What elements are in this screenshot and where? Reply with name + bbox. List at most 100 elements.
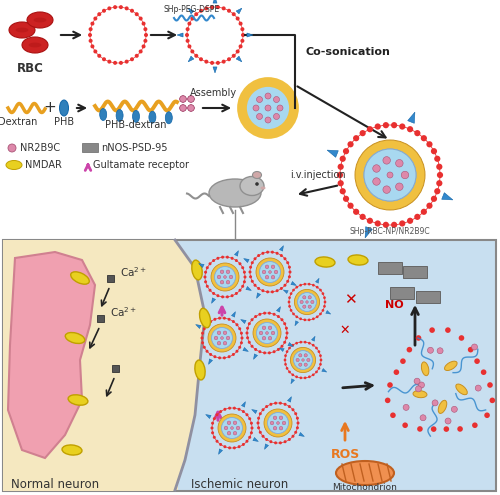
Circle shape bbox=[250, 345, 254, 348]
Circle shape bbox=[130, 57, 134, 61]
Circle shape bbox=[391, 122, 397, 128]
Circle shape bbox=[232, 12, 235, 16]
Text: NO: NO bbox=[385, 300, 404, 310]
Circle shape bbox=[216, 61, 220, 65]
Circle shape bbox=[232, 54, 235, 58]
Circle shape bbox=[102, 57, 106, 61]
Circle shape bbox=[372, 178, 380, 185]
Ellipse shape bbox=[116, 109, 123, 121]
Circle shape bbox=[304, 341, 306, 344]
Ellipse shape bbox=[200, 308, 210, 328]
Circle shape bbox=[265, 265, 269, 269]
Circle shape bbox=[257, 254, 260, 257]
Polygon shape bbox=[327, 150, 338, 157]
FancyBboxPatch shape bbox=[82, 143, 98, 152]
Circle shape bbox=[372, 165, 380, 172]
Circle shape bbox=[312, 317, 314, 320]
Circle shape bbox=[256, 258, 284, 286]
Circle shape bbox=[318, 350, 320, 353]
Polygon shape bbox=[291, 282, 296, 286]
Circle shape bbox=[232, 320, 235, 323]
Circle shape bbox=[279, 442, 282, 445]
Circle shape bbox=[88, 33, 92, 37]
Text: RBC: RBC bbox=[16, 62, 44, 75]
Circle shape bbox=[263, 312, 266, 315]
Circle shape bbox=[407, 218, 413, 224]
Circle shape bbox=[209, 353, 212, 356]
Circle shape bbox=[271, 291, 274, 294]
Polygon shape bbox=[276, 306, 280, 312]
Circle shape bbox=[288, 371, 291, 373]
Circle shape bbox=[238, 262, 242, 265]
Circle shape bbox=[244, 276, 246, 279]
Circle shape bbox=[188, 96, 194, 102]
Circle shape bbox=[254, 348, 257, 351]
Circle shape bbox=[312, 373, 314, 376]
Circle shape bbox=[324, 300, 326, 303]
Text: ROS: ROS bbox=[330, 448, 360, 461]
Circle shape bbox=[265, 105, 271, 111]
Circle shape bbox=[292, 408, 294, 411]
Circle shape bbox=[436, 180, 442, 186]
Circle shape bbox=[232, 353, 235, 356]
Text: ✕: ✕ bbox=[344, 293, 356, 307]
Circle shape bbox=[212, 259, 215, 262]
Circle shape bbox=[274, 113, 280, 119]
Circle shape bbox=[294, 431, 297, 434]
Circle shape bbox=[248, 322, 251, 325]
Circle shape bbox=[262, 252, 264, 255]
Circle shape bbox=[240, 39, 244, 43]
Circle shape bbox=[180, 96, 186, 102]
Circle shape bbox=[458, 335, 464, 341]
Circle shape bbox=[236, 50, 240, 53]
Ellipse shape bbox=[100, 108, 106, 120]
Circle shape bbox=[426, 202, 432, 209]
Circle shape bbox=[210, 427, 214, 430]
Circle shape bbox=[236, 323, 238, 326]
Circle shape bbox=[211, 422, 214, 425]
Circle shape bbox=[203, 327, 206, 330]
Circle shape bbox=[233, 432, 237, 435]
Circle shape bbox=[224, 276, 226, 278]
Polygon shape bbox=[280, 246, 283, 251]
Circle shape bbox=[298, 293, 316, 311]
Bar bbox=[106, 275, 114, 282]
Circle shape bbox=[216, 413, 218, 416]
Circle shape bbox=[238, 346, 241, 349]
Circle shape bbox=[180, 96, 186, 102]
Ellipse shape bbox=[444, 361, 457, 370]
Text: i.v.injection: i.v.injection bbox=[290, 170, 346, 180]
Circle shape bbox=[279, 401, 282, 404]
Circle shape bbox=[273, 426, 277, 430]
Circle shape bbox=[279, 416, 283, 420]
Circle shape bbox=[374, 123, 381, 130]
Polygon shape bbox=[288, 396, 292, 402]
Circle shape bbox=[434, 188, 440, 195]
Circle shape bbox=[248, 270, 252, 274]
Circle shape bbox=[249, 266, 252, 269]
Circle shape bbox=[223, 342, 227, 345]
Circle shape bbox=[437, 172, 443, 178]
Text: Ischemic neuron: Ischemic neuron bbox=[192, 478, 288, 491]
FancyBboxPatch shape bbox=[416, 291, 440, 303]
Polygon shape bbox=[236, 56, 242, 62]
Circle shape bbox=[248, 88, 288, 128]
Circle shape bbox=[218, 317, 221, 320]
Circle shape bbox=[220, 270, 224, 274]
Polygon shape bbox=[264, 444, 268, 449]
Circle shape bbox=[288, 270, 292, 274]
Circle shape bbox=[296, 417, 299, 420]
Ellipse shape bbox=[9, 22, 35, 38]
Circle shape bbox=[251, 280, 254, 283]
Ellipse shape bbox=[260, 187, 266, 190]
Circle shape bbox=[254, 257, 256, 260]
Circle shape bbox=[213, 417, 216, 420]
Circle shape bbox=[134, 54, 138, 58]
Circle shape bbox=[240, 337, 244, 340]
Circle shape bbox=[274, 442, 277, 445]
Circle shape bbox=[265, 117, 271, 123]
Text: Normal neuron: Normal neuron bbox=[11, 478, 99, 491]
Circle shape bbox=[220, 337, 224, 340]
Polygon shape bbox=[188, 8, 194, 14]
Circle shape bbox=[246, 440, 248, 443]
